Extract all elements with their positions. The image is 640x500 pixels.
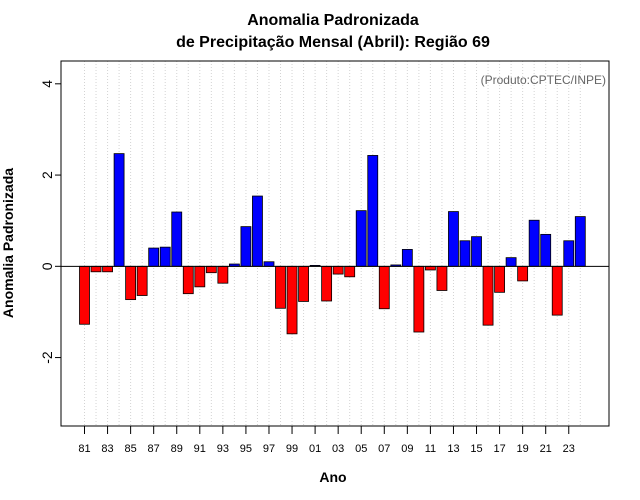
x-tick-label: 19 [517,443,529,455]
bar-1982 [90,265,102,273]
chart-title: Anomalia Padronizada [247,12,419,29]
x-tick-label: 11 [425,443,436,455]
bar-2007 [378,265,390,310]
x-tick-label: 07 [378,443,390,455]
bar-2002 [321,265,333,302]
y-axis-label: Anomalia Padronizada [0,168,16,318]
bar-1995 [240,226,252,267]
bar-1985 [125,265,137,301]
chart-subtitle: de Precipitação Mensal (Abril): Região 6… [176,34,490,51]
x-tick-label: 89 [171,443,183,455]
bar-2004 [344,265,356,278]
bar-series [79,153,586,335]
bar-1996 [252,195,263,267]
bar-2023 [563,240,575,267]
bar-1997 [263,261,275,267]
x-tick-label: 85 [124,443,136,455]
x-tick-label: 17 [493,443,505,455]
plot-frame [60,60,610,427]
x-tick-label: 93 [217,443,229,455]
bar-2012 [436,265,448,291]
bar-1992 [205,265,217,274]
x-axis: 81 83 85 87 89 91 93 95 97 99 01 03 05 07 09 11 13 15 17 19… [78,426,575,455]
y-axis: -2 0 2 4 [39,80,61,364]
x-tick-label: 83 [101,443,113,455]
bar-2010 [413,265,425,333]
bar-1990 [182,265,194,295]
bar-1998 [275,265,286,309]
bar-1984 [113,153,125,267]
bar-2017 [494,265,505,293]
bar-2013 [448,211,459,267]
bar-2009 [401,249,413,267]
x-tick-label: 99 [286,443,298,455]
x-tick-label: 15 [470,443,482,455]
bar-1988 [159,246,171,267]
vertical-gridlines [84,61,581,426]
x-tick-label: 03 [332,443,344,455]
bar-2020 [528,219,540,267]
y-tick-label: 4 [39,80,55,88]
bar-2000 [298,265,309,302]
bar-1989 [171,211,183,267]
x-axis-label: Ano [319,469,346,485]
bar-2005 [355,210,367,267]
x-tick-label: 01 [309,443,321,455]
y-tick-label: 2 [39,171,55,179]
x-tick-label: 05 [355,443,367,455]
bar-2019 [517,265,529,282]
x-tick-label: 95 [240,443,252,455]
x-tick-label: 21 [540,443,552,455]
bar-2022 [551,265,563,316]
credit-note: (Produto:CPTEC/INPE) [481,73,606,87]
x-tick-label: 97 [263,443,275,455]
bar-1986 [136,265,148,296]
x-tick-label: 87 [148,443,160,455]
bar-2024 [574,216,586,267]
bar-2021 [540,233,552,267]
bar-2016 [482,265,494,326]
bar-2014 [459,240,471,267]
x-tick-label: 13 [447,443,459,455]
y-tick-label: 0 [39,262,55,270]
bar-1981 [79,265,90,325]
y-tick-label: -2 [39,351,55,364]
x-tick-label: 23 [563,443,575,455]
x-tick-label: 81 [78,443,90,455]
bar-1983 [102,265,113,273]
bar-1991 [194,265,206,288]
bar-2003 [332,265,344,275]
bar-1987 [148,247,160,267]
bar-2006 [367,155,379,267]
bar-1999 [286,265,298,335]
bar-1993 [217,265,229,284]
x-tick-label: 91 [194,443,206,455]
bar-2015 [471,236,482,267]
bar-2018 [505,257,517,267]
bar-2011 [424,265,436,271]
x-tick-label: 09 [401,443,413,455]
